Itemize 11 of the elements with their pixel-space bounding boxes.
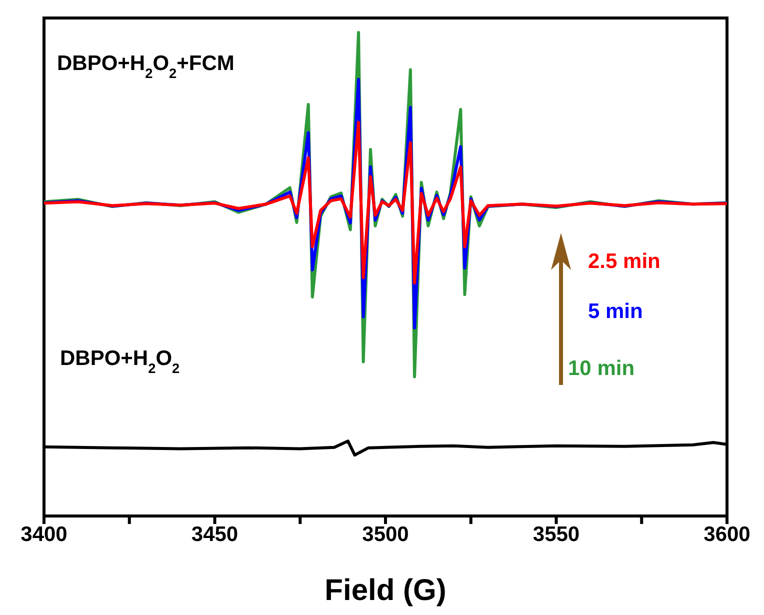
x-tick-label: 3550: [532, 522, 580, 546]
text: 2.5 min: [588, 250, 660, 273]
text: 5 min: [588, 300, 643, 323]
x-tick-label: 3500: [362, 522, 409, 546]
x-axis-title: Field (G): [324, 574, 446, 607]
text: 10 min: [568, 357, 635, 380]
annotation: DBPO+H$_{2}$O$_{2}$: [60, 347, 180, 376]
x-tick-label: 3400: [20, 522, 68, 546]
x-tick-label: 3600: [704, 522, 750, 546]
annotation: DBPO+H$_{2}$O$_{2}$+FCM: [57, 52, 234, 80]
x-tick-label: 3450: [191, 522, 238, 546]
